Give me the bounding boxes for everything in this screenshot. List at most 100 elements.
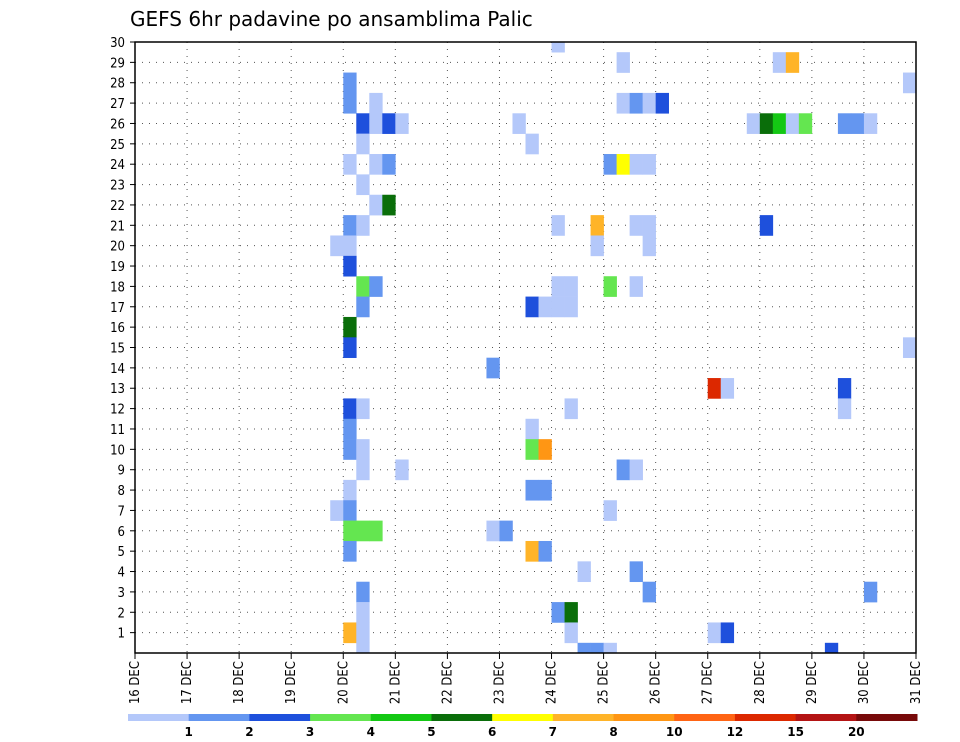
colorbar-swatch	[674, 714, 736, 721]
heatmap-cell	[837, 113, 852, 134]
y-tick-label: 20	[110, 240, 125, 255]
heatmap-cell	[356, 602, 370, 623]
y-tick-label: 8	[118, 484, 125, 499]
heatmap-cell	[629, 92, 643, 114]
y-tick-label: 30	[110, 36, 125, 51]
heatmap-cell	[343, 398, 357, 420]
heatmap-cell	[564, 602, 578, 623]
heatmap-cell	[343, 540, 357, 562]
heatmap-cell	[343, 337, 357, 358]
heatmap-cell	[837, 378, 852, 399]
heatmap-cell	[902, 337, 917, 358]
heatmap-cell	[824, 642, 839, 654]
y-axis: 1234567891011121314151617181920212223242…	[110, 36, 135, 642]
y-tick-label: 28	[110, 77, 125, 92]
heatmap-cell	[603, 154, 617, 175]
y-tick-label: 25	[110, 138, 125, 153]
heatmap-cell	[642, 581, 656, 603]
heatmap-cell	[772, 113, 787, 134]
heatmap-cell	[512, 113, 526, 134]
heatmap-cell	[603, 642, 617, 654]
heatmap-cell	[902, 72, 917, 94]
heatmap-cell	[642, 154, 656, 175]
heatmap-cells	[330, 42, 917, 654]
heatmap-cell	[616, 459, 630, 481]
heatmap-cell	[551, 276, 565, 297]
heatmap-cell	[356, 622, 370, 644]
colorbar-label: 7	[549, 725, 557, 739]
heatmap-cell	[343, 418, 357, 440]
y-tick-label: 16	[110, 321, 125, 336]
heatmap-cell	[629, 215, 643, 236]
x-tick-label: 17 DEC	[180, 661, 195, 704]
x-tick-label: 21 DEC	[388, 661, 403, 704]
heatmap-cell	[850, 113, 865, 134]
heatmap-cell	[356, 174, 370, 196]
heatmap-cell	[356, 520, 370, 542]
x-tick-label: 16 DEC	[128, 661, 143, 704]
colorbar-label: 12	[727, 725, 744, 739]
heatmap-cell	[707, 378, 722, 399]
heatmap-cell	[655, 92, 669, 114]
colorbar-swatch	[431, 714, 493, 721]
colorbar-label: 6	[488, 725, 496, 739]
heatmap-cell	[772, 52, 787, 73]
heatmap-cell	[525, 418, 539, 440]
x-tick-label: 27 DEC	[701, 661, 716, 704]
heatmap-cell	[356, 215, 370, 236]
heatmap-cell	[538, 479, 552, 501]
heatmap-cell	[356, 398, 370, 420]
heatmap-cell	[590, 235, 604, 257]
colorbar-label: 5	[427, 725, 435, 739]
heatmap-cell	[629, 459, 643, 481]
y-tick-label: 17	[110, 301, 125, 316]
y-tick-label: 24	[110, 158, 125, 173]
heatmap-cell	[356, 133, 370, 155]
heatmap-cell	[538, 439, 552, 460]
heatmap-cell	[551, 215, 565, 236]
colorbar-label: 4	[367, 725, 375, 739]
heatmap-cell	[616, 92, 630, 114]
heatmap-cell	[356, 581, 370, 603]
colorbar-swatch	[613, 714, 675, 721]
heatmap-cell	[369, 520, 383, 542]
y-tick-label: 14	[110, 362, 125, 377]
y-tick-label: 11	[110, 423, 125, 438]
y-tick-label: 1	[118, 627, 125, 642]
heatmap-cell	[785, 52, 800, 73]
y-tick-label: 27	[110, 97, 125, 112]
heatmap-cell	[746, 113, 761, 134]
heatmap-cell	[343, 316, 357, 338]
heatmap-cell	[577, 561, 591, 583]
x-tick-label: 24 DEC	[545, 661, 560, 704]
heatmap-cell	[525, 479, 539, 501]
x-tick-label: 22 DEC	[440, 661, 455, 704]
heatmap-cell	[343, 622, 357, 644]
heatmap-cell	[785, 113, 800, 134]
heatmap-cell	[369, 113, 383, 134]
heatmap-cell	[343, 92, 357, 114]
y-tick-label: 2	[118, 606, 125, 621]
colorbar-label: 20	[848, 725, 865, 739]
chart-title: GEFS 6hr padavine po ansamblima Palic	[130, 7, 533, 31]
heatmap-cell	[343, 479, 357, 501]
y-tick-label: 13	[110, 382, 125, 397]
heatmap-cell	[642, 215, 656, 236]
colorbar-swatch	[734, 714, 797, 721]
heatmap-cell	[356, 296, 370, 318]
heatmap-cell	[616, 52, 630, 73]
y-tick-label: 6	[118, 525, 125, 540]
y-tick-label: 19	[110, 260, 125, 275]
y-tick-label: 26	[110, 117, 125, 132]
heatmap-cell	[343, 72, 357, 94]
y-tick-label: 5	[118, 545, 125, 560]
heatmap-cell	[590, 642, 604, 654]
heatmap-cell	[629, 561, 643, 583]
heatmap-cell	[356, 439, 370, 460]
heatmap-cell	[343, 215, 357, 236]
heatmap-cell	[642, 92, 656, 114]
y-tick-label: 23	[110, 179, 125, 194]
heatmap-cell	[564, 622, 578, 644]
colorbar-swatch	[492, 714, 554, 721]
